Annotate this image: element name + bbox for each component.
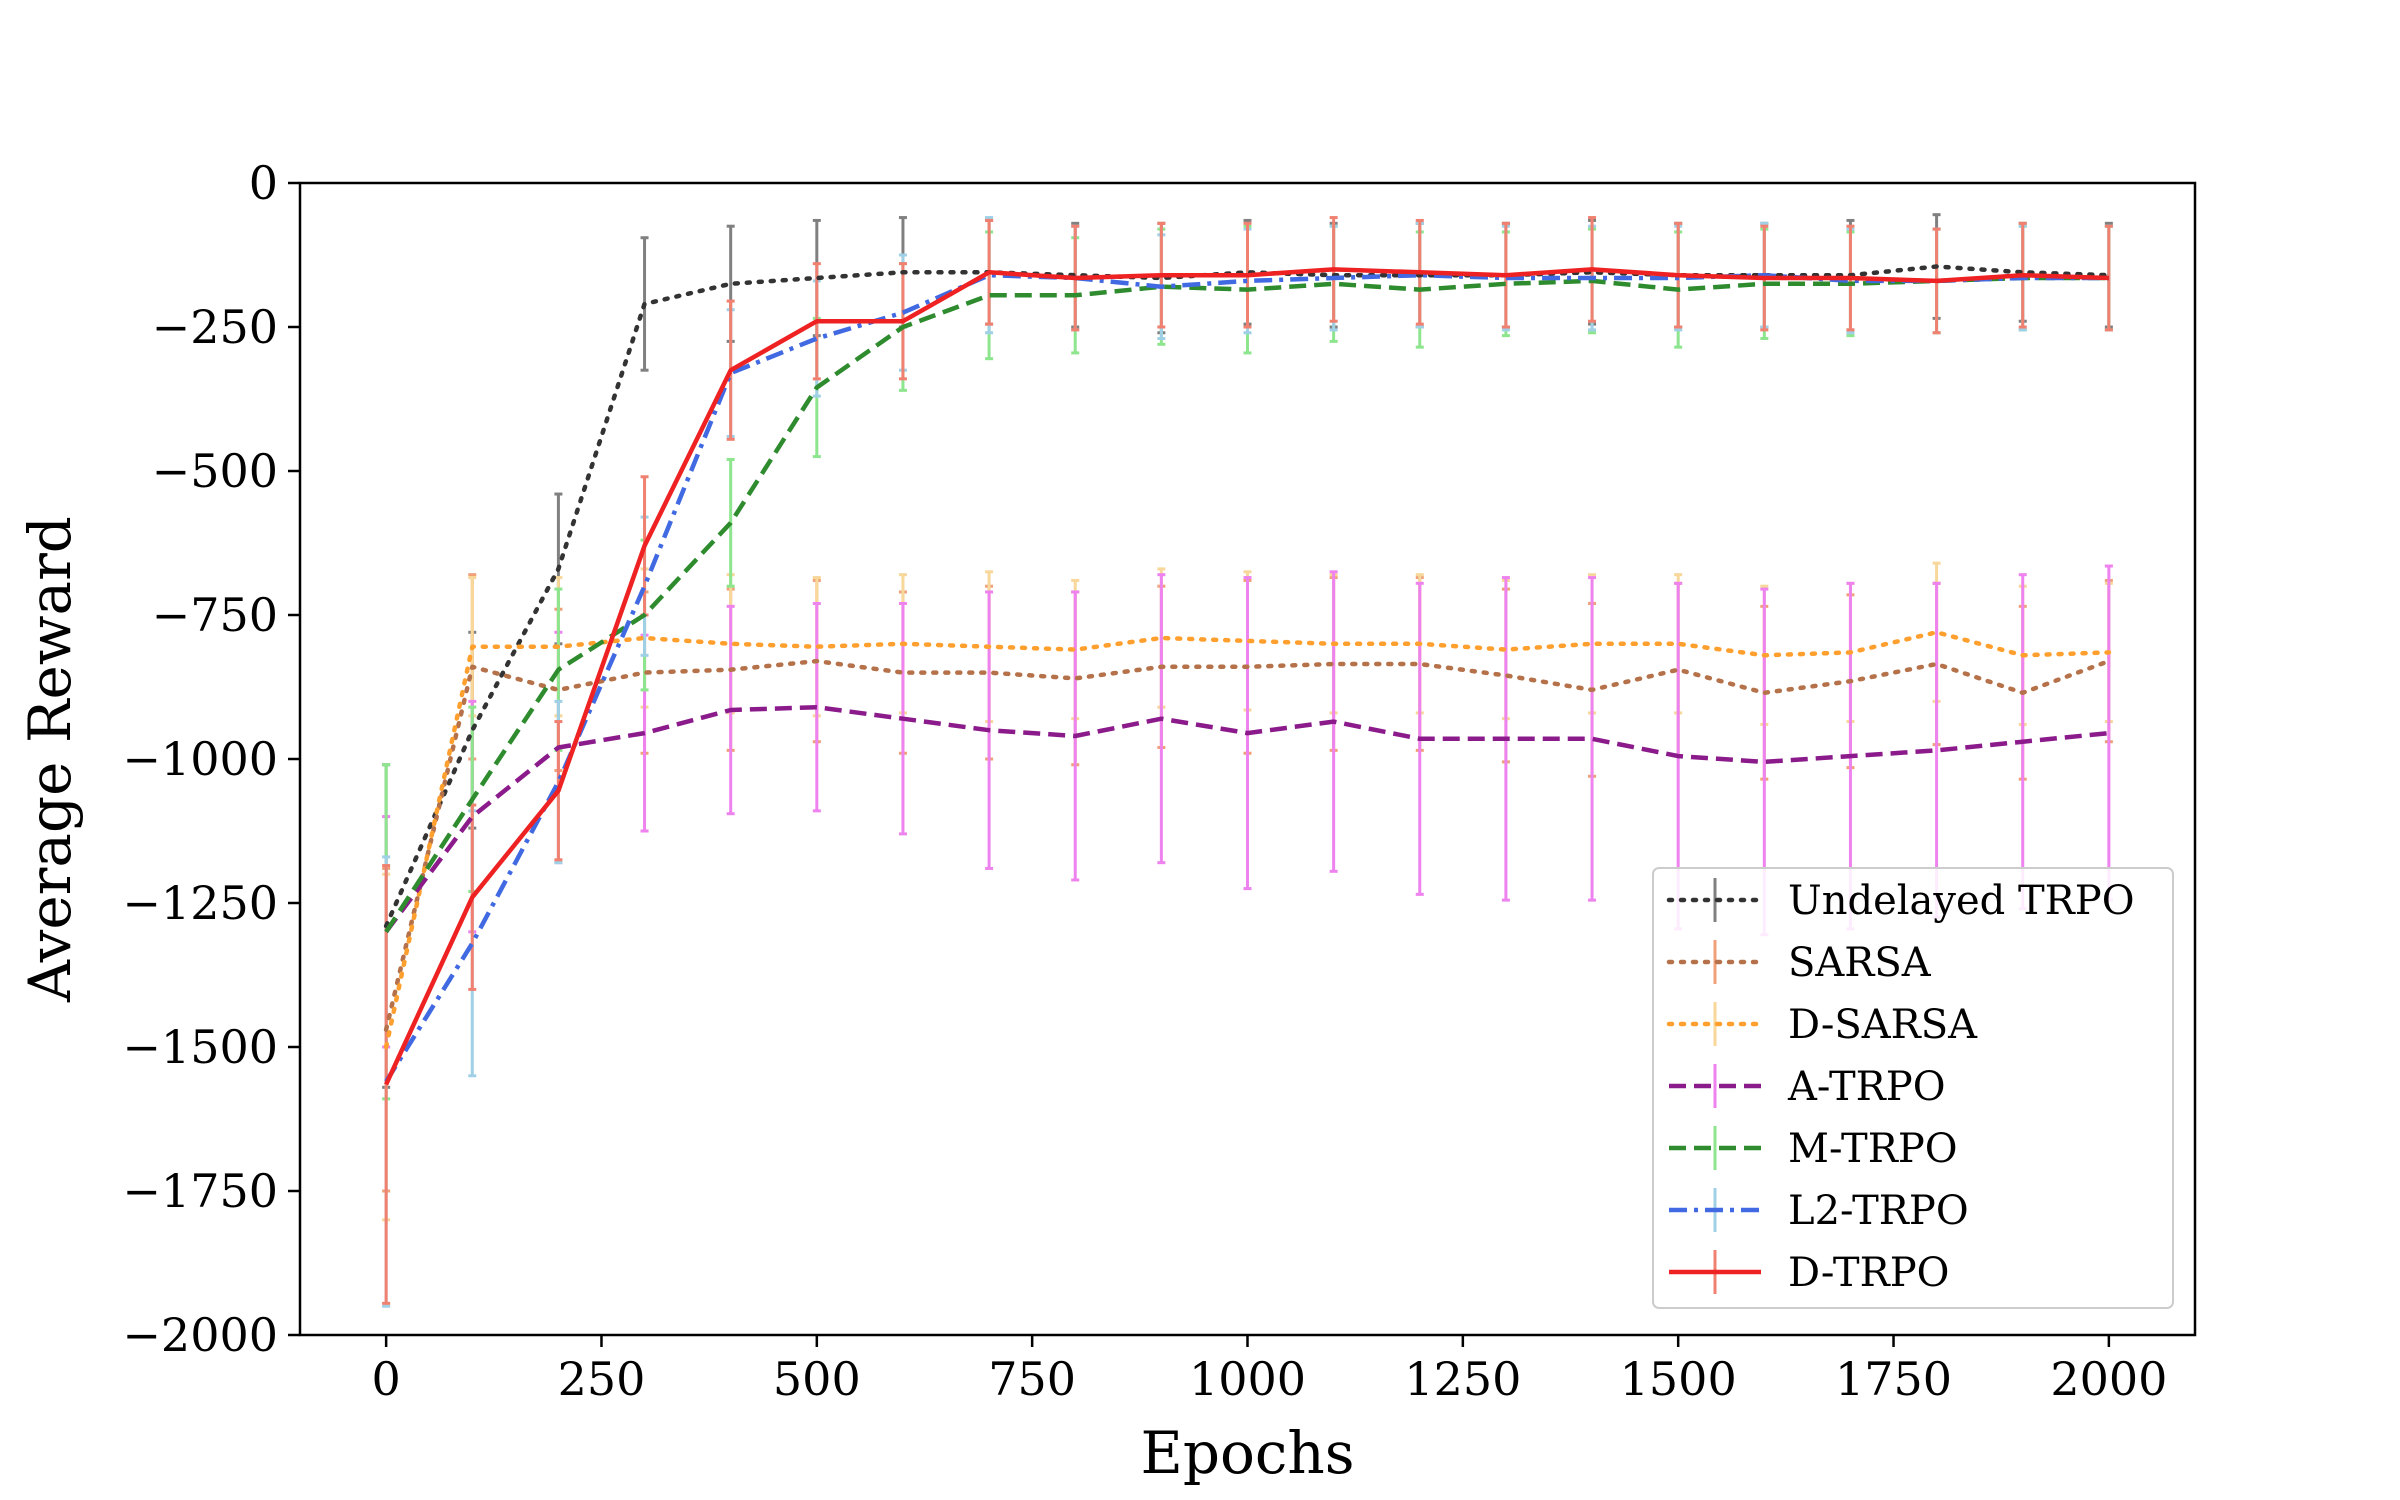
y-axis-ticks: 0 −250 −500 −750 −1000 −1250 −1500 −1750 −2000	[122, 156, 300, 1362]
legend-label: A-TRPO	[1787, 1064, 1945, 1110]
error-bars-d-trpo	[382, 216, 2113, 1305]
legend-item: M-TRPO	[1669, 1126, 1958, 1172]
y-tick-label: −250	[152, 300, 278, 354]
y-tick-label: −1250	[122, 876, 278, 930]
y-tick-label: −1000	[122, 732, 278, 786]
x-tick-label: 1000	[1189, 1352, 1306, 1406]
series-line-d-sarsa	[383, 630, 2112, 1050]
y-tick-label: −500	[152, 444, 278, 498]
legend-label: D-SARSA	[1788, 1002, 1978, 1048]
x-axis-label: Epochs	[1141, 1419, 1355, 1487]
x-tick-label: 500	[773, 1352, 861, 1406]
legend-item: A-TRPO	[1669, 1064, 1945, 1110]
series-line-m-trpo	[384, 275, 2109, 934]
series-line-d-trpo	[384, 267, 2109, 1086]
y-tick-label: 0	[249, 156, 278, 210]
legend-item: Undelayed TRPO	[1666, 878, 2134, 924]
legend-label: M-TRPO	[1788, 1126, 1958, 1172]
series-line-sarsa	[383, 658, 2112, 1032]
x-tick-label: 1250	[1404, 1352, 1521, 1406]
legend-item: D-SARSA	[1666, 1002, 1978, 1048]
series-line-a-trpo	[384, 704, 2110, 934]
series-lines	[383, 264, 2112, 1086]
x-tick-label: 750	[988, 1352, 1076, 1406]
y-axis-label: Average Reward	[16, 516, 84, 1003]
legend-label: D-TRPO	[1788, 1250, 1949, 1296]
legend-label: SARSA	[1788, 940, 1932, 986]
legend-label: Undelayed TRPO	[1788, 878, 2134, 924]
legend-item: SARSA	[1666, 940, 1932, 986]
x-tick-label: 2000	[2050, 1352, 2167, 1406]
legend-item: L2-TRPO	[1669, 1188, 1969, 1234]
x-axis-ticks: 0 250 500 750 1000 1250 1500 1750 2000	[371, 1335, 2167, 1406]
y-tick-label: −750	[152, 588, 278, 642]
x-tick-label: 1500	[1620, 1352, 1737, 1406]
y-tick-label: −2000	[122, 1308, 278, 1362]
legend-box	[1652, 867, 2174, 1309]
y-tick-label: −1500	[122, 1020, 278, 1074]
legend-label: L2-TRPO	[1788, 1188, 1969, 1234]
y-tick-label: −1750	[122, 1164, 278, 1218]
legend: Undelayed TRPO SARSA D-SARSA A-TRPO M-TRPO L2…	[1652, 867, 2174, 1309]
x-tick-label: 1750	[1835, 1352, 1952, 1406]
x-tick-label: 0	[371, 1352, 400, 1406]
legend-item: D-TRPO	[1669, 1250, 1949, 1296]
x-tick-label: 250	[558, 1352, 646, 1406]
